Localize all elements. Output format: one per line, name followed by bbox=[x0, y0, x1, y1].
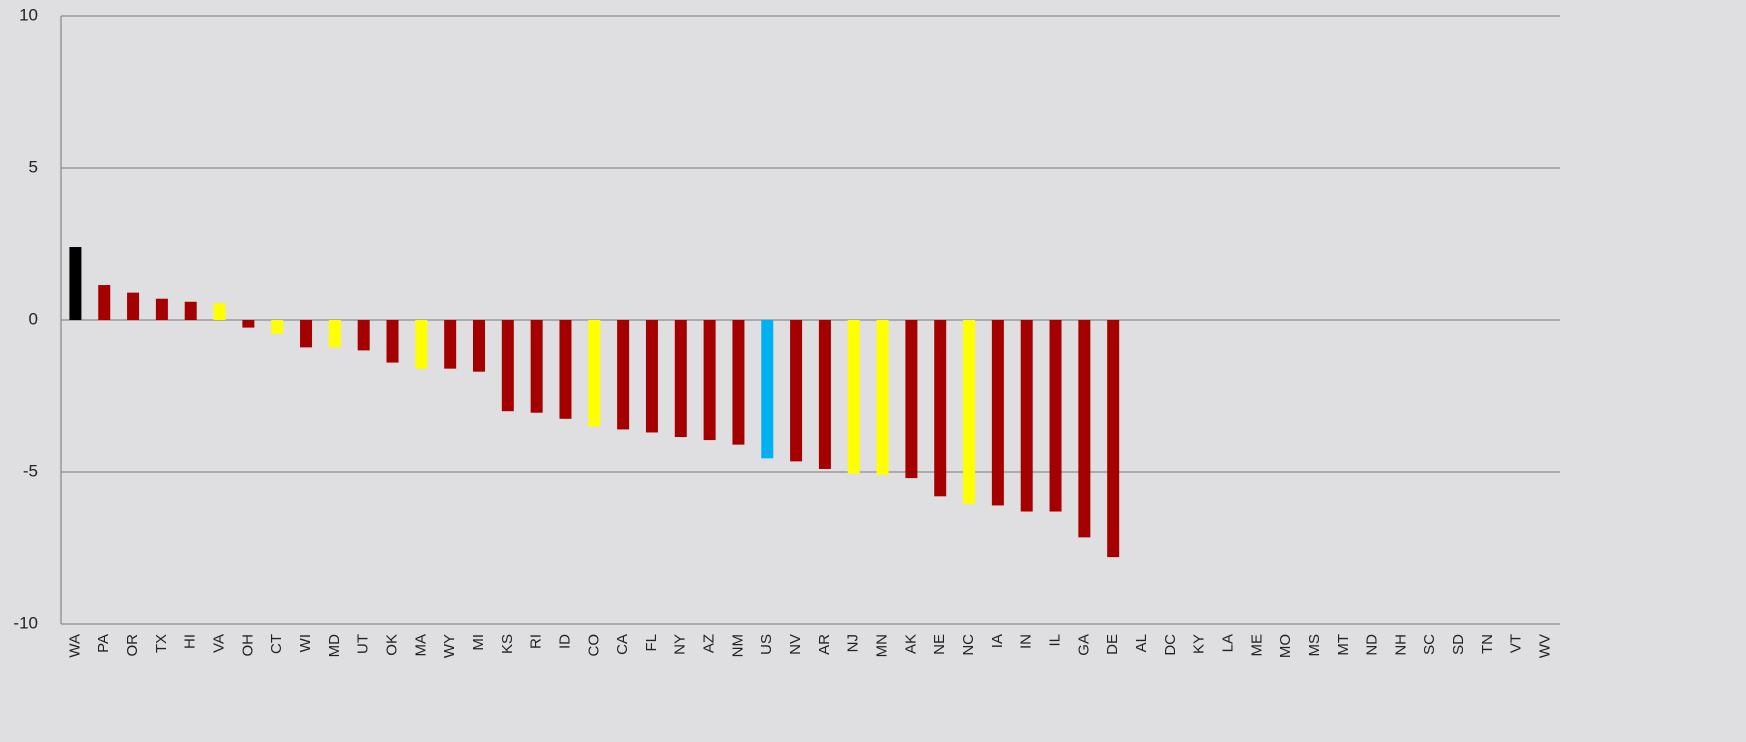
bar bbox=[472, 320, 485, 372]
x-tick-label: MA bbox=[412, 634, 429, 657]
bar bbox=[357, 320, 370, 351]
x-tick-label: FL bbox=[643, 634, 660, 652]
bar bbox=[559, 320, 572, 419]
bar bbox=[934, 320, 947, 497]
y-tick-label: 0 bbox=[29, 309, 38, 328]
x-tick-label: NE bbox=[931, 634, 948, 655]
x-tick-label: HI bbox=[182, 634, 199, 649]
bar bbox=[271, 320, 284, 334]
x-tick-label: RI bbox=[528, 634, 545, 649]
x-tick-label: KY bbox=[1191, 634, 1208, 654]
x-tick-label: WV bbox=[1537, 634, 1554, 658]
bar bbox=[617, 320, 630, 430]
y-tick-label: -10 bbox=[13, 613, 38, 632]
x-tick-label: VT bbox=[1508, 634, 1525, 653]
bar bbox=[761, 320, 774, 459]
bar bbox=[588, 320, 601, 427]
x-tick-label: GA bbox=[1075, 634, 1092, 656]
bar bbox=[703, 320, 716, 441]
x-tick-label: DC bbox=[1162, 634, 1179, 656]
x-tick-label: DE bbox=[1104, 634, 1121, 655]
x-tick-label: NV bbox=[787, 634, 804, 655]
x-tick-label: AR bbox=[816, 634, 833, 655]
x-tick-label: NH bbox=[1392, 634, 1409, 656]
bar bbox=[242, 320, 255, 328]
bar bbox=[386, 320, 399, 363]
y-tick-label: -5 bbox=[23, 461, 38, 480]
x-tick-label: ID bbox=[556, 634, 573, 649]
bar bbox=[847, 320, 860, 474]
x-tick-label: ME bbox=[1248, 634, 1265, 657]
x-tick-label: AZ bbox=[701, 634, 718, 653]
x-tick-label: OH bbox=[239, 634, 256, 657]
x-tick-label: OK bbox=[383, 634, 400, 656]
x-tick-label: SC bbox=[1421, 634, 1438, 655]
x-tick-label: US bbox=[758, 634, 775, 655]
bar bbox=[732, 320, 745, 445]
x-tick-label: LA bbox=[1219, 634, 1236, 652]
x-tick-label: MS bbox=[1306, 634, 1323, 657]
x-tick-label: WY bbox=[441, 634, 458, 658]
bar bbox=[530, 320, 543, 413]
x-tick-label: WI bbox=[297, 634, 314, 652]
bar bbox=[963, 320, 976, 504]
bar bbox=[991, 320, 1004, 506]
bar bbox=[1020, 320, 1033, 512]
bar bbox=[415, 320, 428, 369]
x-tick-label: NJ bbox=[845, 634, 862, 652]
x-tick-label: TX bbox=[153, 634, 170, 653]
x-tick-label: NM bbox=[729, 634, 746, 657]
x-tick-label: SD bbox=[1450, 634, 1467, 655]
bar bbox=[444, 320, 457, 369]
x-tick-label: ND bbox=[1364, 634, 1381, 656]
bar bbox=[1049, 320, 1062, 512]
bar bbox=[69, 247, 82, 320]
x-tick-label: MI bbox=[470, 634, 487, 651]
x-tick-label: VA bbox=[211, 634, 228, 653]
bar bbox=[790, 320, 803, 462]
bar bbox=[876, 320, 889, 476]
bar bbox=[98, 285, 111, 320]
x-tick-label: IN bbox=[1018, 634, 1035, 649]
x-tick-label: MO bbox=[1277, 634, 1294, 658]
bar bbox=[328, 320, 341, 348]
x-tick-label: IL bbox=[1046, 634, 1063, 647]
x-tick-label: PA bbox=[95, 634, 112, 653]
x-tick-label: CA bbox=[614, 634, 631, 655]
bar bbox=[213, 303, 226, 320]
bar bbox=[1107, 320, 1120, 558]
x-tick-label: CT bbox=[268, 634, 285, 654]
x-tick-label: MN bbox=[874, 634, 891, 657]
x-tick-label: IA bbox=[989, 634, 1006, 648]
bar bbox=[501, 320, 514, 412]
x-tick-label: WA bbox=[66, 634, 83, 658]
y-tick-label: 10 bbox=[19, 5, 38, 24]
bar bbox=[905, 320, 918, 479]
bar bbox=[674, 320, 687, 438]
x-tick-label: NY bbox=[672, 634, 689, 655]
x-tick-label: MD bbox=[326, 634, 343, 657]
bar bbox=[1078, 320, 1091, 538]
bar bbox=[645, 320, 658, 433]
bar bbox=[184, 301, 197, 320]
x-tick-label: OR bbox=[124, 634, 141, 657]
bar bbox=[127, 292, 140, 320]
bar bbox=[300, 320, 313, 348]
x-tick-label: TN bbox=[1479, 634, 1496, 654]
x-tick-label: CO bbox=[585, 634, 602, 657]
x-tick-label: NC bbox=[960, 634, 977, 656]
x-tick-label: UT bbox=[355, 634, 372, 654]
x-tick-label: KS bbox=[499, 634, 516, 654]
bar bbox=[818, 320, 831, 469]
x-tick-label: AL bbox=[1133, 634, 1150, 652]
bar bbox=[155, 298, 168, 320]
x-tick-label: MT bbox=[1335, 634, 1352, 656]
x-tick-label: AK bbox=[902, 634, 919, 654]
y-tick-label: 5 bbox=[29, 157, 38, 176]
